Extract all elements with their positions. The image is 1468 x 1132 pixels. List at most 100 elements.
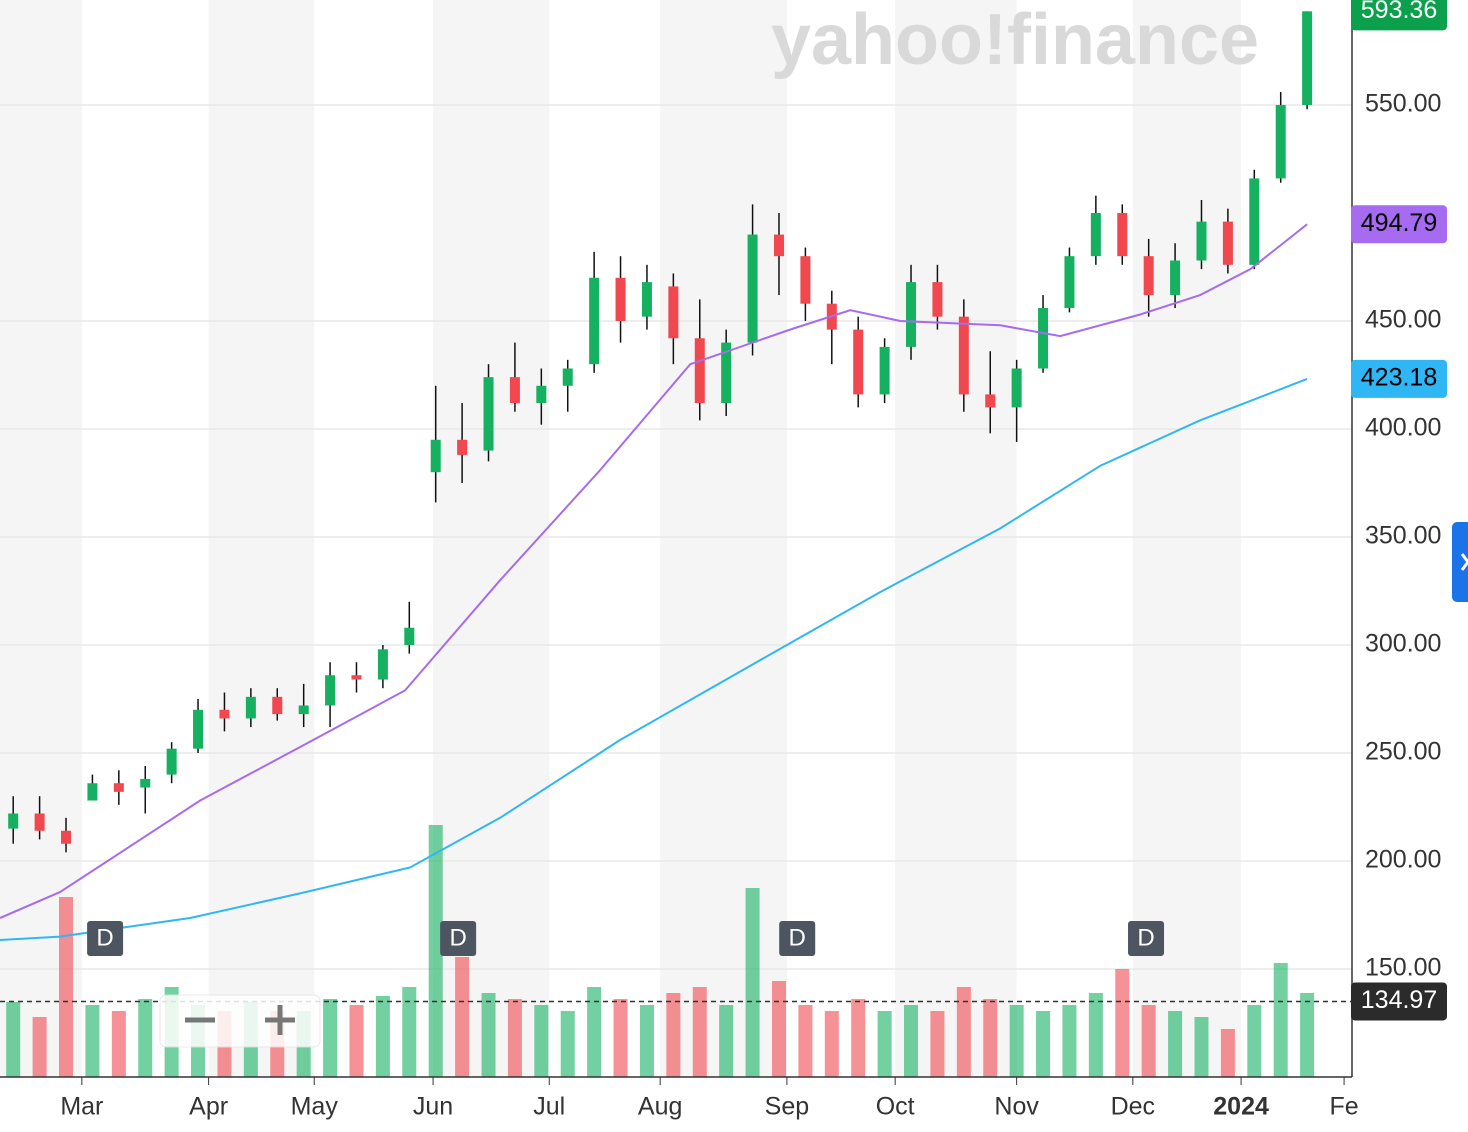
y-tick-label: 300.00 — [1365, 630, 1441, 658]
volume-bar — [323, 999, 338, 1077]
candle-body — [879, 346, 890, 395]
candle-body — [641, 282, 652, 317]
volume-bar — [983, 999, 998, 1077]
x-tick-label: 2024 — [1213, 1093, 1269, 1121]
volume-bar — [956, 987, 971, 1077]
event-badge — [440, 921, 477, 956]
month-stripe — [433, 0, 550, 1077]
candle-body — [34, 813, 45, 831]
candle-body — [1302, 11, 1313, 105]
volume-bar — [507, 999, 522, 1077]
x-tick-label: Jul — [533, 1093, 565, 1121]
candle-body — [193, 709, 204, 749]
candle-body — [1222, 221, 1233, 265]
event-badge — [779, 921, 816, 956]
candle-body — [800, 256, 811, 304]
volume-bar — [534, 1005, 549, 1077]
price-tag — [1351, 359, 1447, 398]
y-tick-label: 250.00 — [1365, 738, 1441, 766]
volume-bar — [587, 987, 602, 1077]
candle-body — [1196, 221, 1207, 261]
x-tick-label: Jun — [413, 1093, 453, 1121]
volume-bar — [1141, 1005, 1156, 1077]
price-tag — [1351, 205, 1447, 244]
moving-average — [0, 377, 1308, 942]
candle-body — [1275, 104, 1286, 179]
volume-bar — [771, 981, 786, 1077]
volume-bar — [798, 1005, 813, 1077]
moving-average — [0, 223, 1308, 919]
volume-bar — [1088, 993, 1103, 1077]
x-tick-label: Apr — [189, 1093, 228, 1121]
candle-body — [906, 282, 917, 347]
volume-bar — [930, 1011, 945, 1077]
candle-body — [430, 439, 441, 473]
price-tag — [1351, 982, 1447, 1021]
volume-bar — [138, 999, 153, 1077]
zoom-in[interactable] — [265, 1005, 295, 1035]
candle-body — [985, 394, 996, 408]
side-tab-icon — [1460, 553, 1468, 571]
candle-body — [1090, 212, 1101, 257]
volume-bar — [877, 1011, 892, 1077]
event-label: D — [1137, 924, 1154, 951]
candle-body — [1038, 308, 1049, 369]
candle-body — [615, 277, 626, 321]
volume-bar — [692, 987, 707, 1077]
x-tick-label: Aug — [638, 1093, 682, 1121]
candle-body — [325, 675, 336, 706]
volume-bar — [481, 993, 496, 1077]
x-tick-label: May — [291, 1093, 339, 1121]
volume-bar — [1194, 1017, 1209, 1077]
volume-bar — [1273, 963, 1288, 1077]
volume-bar — [402, 987, 417, 1077]
volume-bar — [85, 1005, 100, 1077]
volume-bar — [111, 1011, 126, 1077]
candle-body — [589, 277, 600, 365]
event-badge — [1128, 921, 1165, 956]
side-tab[interactable] — [1452, 522, 1468, 602]
candle-body — [536, 385, 547, 404]
month-stripe — [660, 0, 787, 1077]
volume-bar — [59, 897, 74, 1077]
candle-body — [773, 234, 784, 257]
y-tick-label: 450.00 — [1365, 306, 1441, 334]
candle-body — [219, 709, 230, 719]
watermark: yahoo!finance — [771, 0, 1259, 80]
volume-bar — [745, 888, 760, 1077]
month-stripe — [895, 0, 1017, 1077]
x-tick-label: Fe — [1329, 1093, 1358, 1121]
volume-bar — [428, 825, 443, 1077]
candle-body — [509, 377, 520, 404]
candle-body — [113, 783, 124, 792]
volume-bar — [560, 1011, 575, 1077]
candle-body — [694, 338, 705, 404]
price-tag-label: 593.36 — [1361, 0, 1437, 24]
candle-body — [562, 368, 573, 386]
candle-body — [747, 234, 758, 343]
x-tick-label: Oct — [876, 1093, 915, 1121]
candle-body — [1170, 260, 1181, 296]
volume-bar — [1036, 1011, 1051, 1077]
volume-bar — [639, 1005, 654, 1077]
candle-body — [721, 342, 732, 404]
candle-body — [668, 286, 679, 339]
month-stripe — [1132, 0, 1242, 1077]
candle-body — [8, 813, 19, 829]
candle-body — [1064, 256, 1075, 309]
candle-body — [1143, 256, 1154, 296]
background — [0, 0, 1241, 1077]
y-tick-label: 400.00 — [1365, 414, 1441, 442]
volume-bar — [375, 996, 390, 1077]
volume-bar — [666, 993, 681, 1077]
event-label: D — [789, 924, 806, 951]
event-badge — [87, 921, 124, 956]
event-label: D — [449, 924, 466, 951]
volume-bar — [349, 1005, 364, 1077]
candle-body — [457, 439, 468, 455]
volume-bar — [1220, 1029, 1235, 1077]
price-tag-label: 423.18 — [1361, 364, 1437, 392]
x-tick-label: Nov — [994, 1093, 1039, 1121]
